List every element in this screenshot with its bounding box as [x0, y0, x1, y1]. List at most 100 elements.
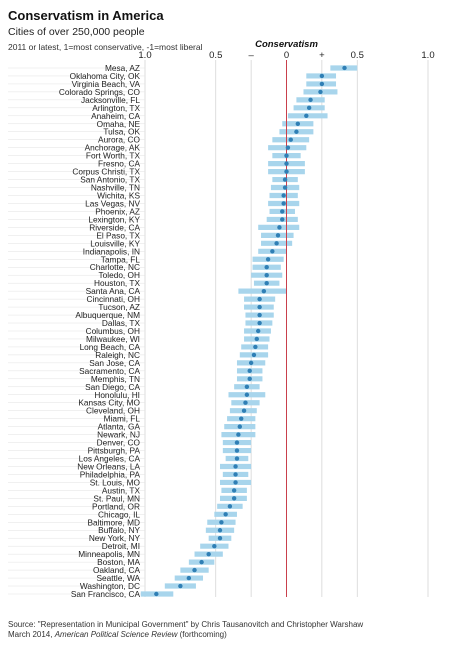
data-point [244, 392, 250, 397]
data-point [192, 567, 197, 573]
source-date: March 2014, [8, 630, 55, 639]
city-label: Las Vegas, NV [85, 198, 140, 208]
city-label: Denver, CO [97, 438, 141, 448]
data-point [178, 583, 183, 589]
city-label: Colorado Springs, CO [59, 87, 141, 97]
data-point [274, 241, 279, 246]
data-point [234, 456, 240, 461]
city-label: Cincinnati, OH [87, 294, 141, 304]
data-point [295, 121, 301, 126]
data-point [206, 551, 211, 557]
city-label: Lexington, KY [88, 214, 140, 224]
city-label: San Jose, CA [89, 358, 140, 368]
data-point [257, 320, 262, 326]
data-point [237, 424, 243, 429]
city-label: Corpus Christi, TX [72, 167, 140, 177]
city-label: Santa Ana, CA [86, 286, 141, 296]
city-label: Tampa, FL [101, 254, 141, 264]
city-label: Chicago, IL [98, 509, 140, 519]
data-point [217, 528, 223, 533]
city-label: Memphis, TN [91, 374, 140, 384]
data-point [277, 225, 282, 230]
data-point [236, 432, 241, 437]
city-label: Washington, DC [80, 581, 140, 591]
city-label: Charlotte, NC [90, 262, 140, 272]
data-point [342, 65, 347, 71]
data-point [284, 169, 289, 174]
data-point [265, 257, 271, 262]
data-point [241, 408, 247, 413]
tick-label: 1.0 [421, 50, 434, 61]
city-label: Wichita, KS [97, 191, 140, 201]
city-label: Austin, TX [102, 485, 141, 495]
data-point [280, 217, 285, 222]
data-point [264, 265, 269, 270]
city-label: Mesa, AZ [105, 63, 140, 73]
city-label: Fort Worth, TX [86, 151, 141, 161]
city-label: Raleigh, NC [95, 350, 140, 360]
data-point [231, 496, 237, 501]
city-label: Pittsburgh, PA [88, 446, 141, 456]
city-label: San Francisco, CA [71, 589, 141, 599]
data-point [199, 559, 204, 565]
city-label: Tulsa, OK [103, 127, 140, 137]
city-label: Philadelphia, PA [80, 469, 141, 479]
city-label: Newark, NJ [97, 430, 140, 440]
city-label: Phoenix, AZ [95, 206, 140, 216]
city-label: Seattle, WA [97, 573, 141, 583]
city-label: Columbus, OH [86, 326, 140, 336]
tick-label: – [248, 50, 254, 61]
data-point [294, 129, 299, 134]
data-point [306, 105, 312, 111]
city-label: Nashville, TN [91, 183, 140, 193]
axis-title: Conservatism [255, 39, 318, 50]
city-label: Cleveland, OH [86, 406, 140, 416]
data-point [251, 352, 257, 358]
city-label: San Diego, CA [85, 382, 140, 392]
city-label: Milwaukee, WI [86, 334, 140, 344]
data-point [244, 384, 250, 389]
city-label: Anaheim, CA [91, 111, 140, 121]
city-label: Portland, OR [92, 501, 140, 511]
data-point [247, 368, 252, 374]
data-point [154, 591, 159, 597]
city-label: St. Louis, MO [90, 477, 141, 487]
data-point [264, 280, 269, 286]
data-point [248, 360, 254, 366]
data-point [285, 145, 291, 150]
city-label: Virginia Beach, VA [72, 79, 141, 89]
data-point [282, 177, 288, 182]
data-point [234, 440, 240, 445]
city-label: New York, NY [89, 533, 141, 543]
data-point [219, 520, 224, 525]
data-point [319, 73, 325, 79]
data-point [261, 288, 267, 294]
tick-label: 0.5 [351, 50, 364, 61]
tick-label: 0.5 [209, 50, 222, 61]
data-point [233, 472, 238, 477]
data-point [243, 400, 248, 405]
tick-label: + [319, 50, 325, 61]
data-point [284, 161, 289, 166]
city-label: Albuquerque, NM [75, 310, 140, 320]
city-label: Boston, MA [97, 557, 140, 567]
data-point [227, 504, 233, 509]
data-point [270, 249, 275, 254]
city-label: Fresno, CA [98, 159, 140, 169]
dot-interval-chart: Conservatism 1.0 0.5 – 0 +0.5 1.0 Mesa, AZOklah… [8, 39, 435, 599]
city-label: Sacramento, CA [79, 366, 140, 376]
city-label: Jacksonville, FL [81, 95, 140, 105]
city-label: Riverside, CA [89, 222, 140, 232]
data-point [247, 376, 252, 382]
city-label: Omaha, NE [97, 119, 141, 129]
data-point [233, 480, 238, 485]
city-label: Baltimore, MD [87, 517, 140, 527]
data-point [233, 464, 238, 469]
city-label: Buffalo, NY [98, 525, 140, 535]
data-point [239, 416, 244, 421]
data-point [256, 328, 261, 334]
data-point [281, 201, 286, 206]
data-point [282, 185, 288, 190]
data-point [319, 81, 325, 87]
data-point [280, 209, 285, 214]
